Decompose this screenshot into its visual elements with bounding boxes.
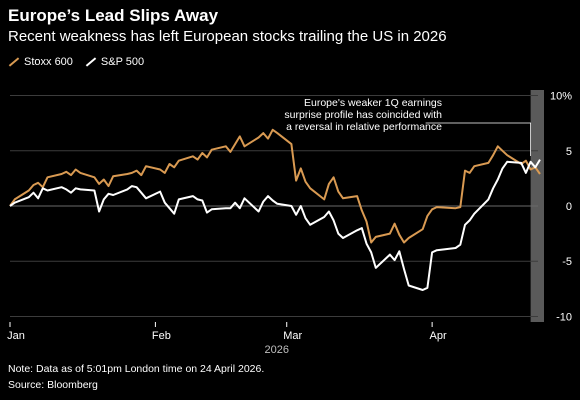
legend-label-sp500: S&P 500 [100, 56, 145, 68]
legend-item-stoxx: Stoxx 600 [8, 56, 73, 68]
y-tick-label: -5 [562, 256, 572, 268]
chart-subtitle: Recent weakness has left European stocks… [8, 28, 447, 45]
chart-note: Note: Data as of 5:01pm London time on 2… [8, 363, 265, 375]
x-axis-label: 2026 [264, 344, 288, 356]
series-line-stoxx [9, 128, 541, 244]
chart-source: Source: Bloomberg [8, 379, 98, 391]
legend-item-sp500: S&P 500 [85, 56, 144, 68]
legend-label-stoxx: Stoxx 600 [24, 56, 73, 68]
y-tick-label: -10 [556, 311, 572, 323]
series-line-sp500 [9, 159, 541, 291]
legend: Stoxx 600 S&P 500 [8, 56, 144, 68]
annotation-leader [425, 122, 532, 156]
y-tick-label: 5 [566, 146, 572, 158]
x-tick-label: Mar [283, 330, 302, 342]
y-tick-label: 0 [566, 201, 572, 213]
y-tick-label: 10% [550, 91, 572, 103]
x-tick-label: Jan [7, 330, 25, 342]
chart-title: Europe’s Lead Slips Away [8, 6, 219, 25]
x-tick-label: Apr [430, 330, 447, 342]
x-tick-label: Feb [152, 330, 171, 342]
annotation-text: Europe's weaker 1Q earnings surprise pro… [284, 97, 442, 133]
